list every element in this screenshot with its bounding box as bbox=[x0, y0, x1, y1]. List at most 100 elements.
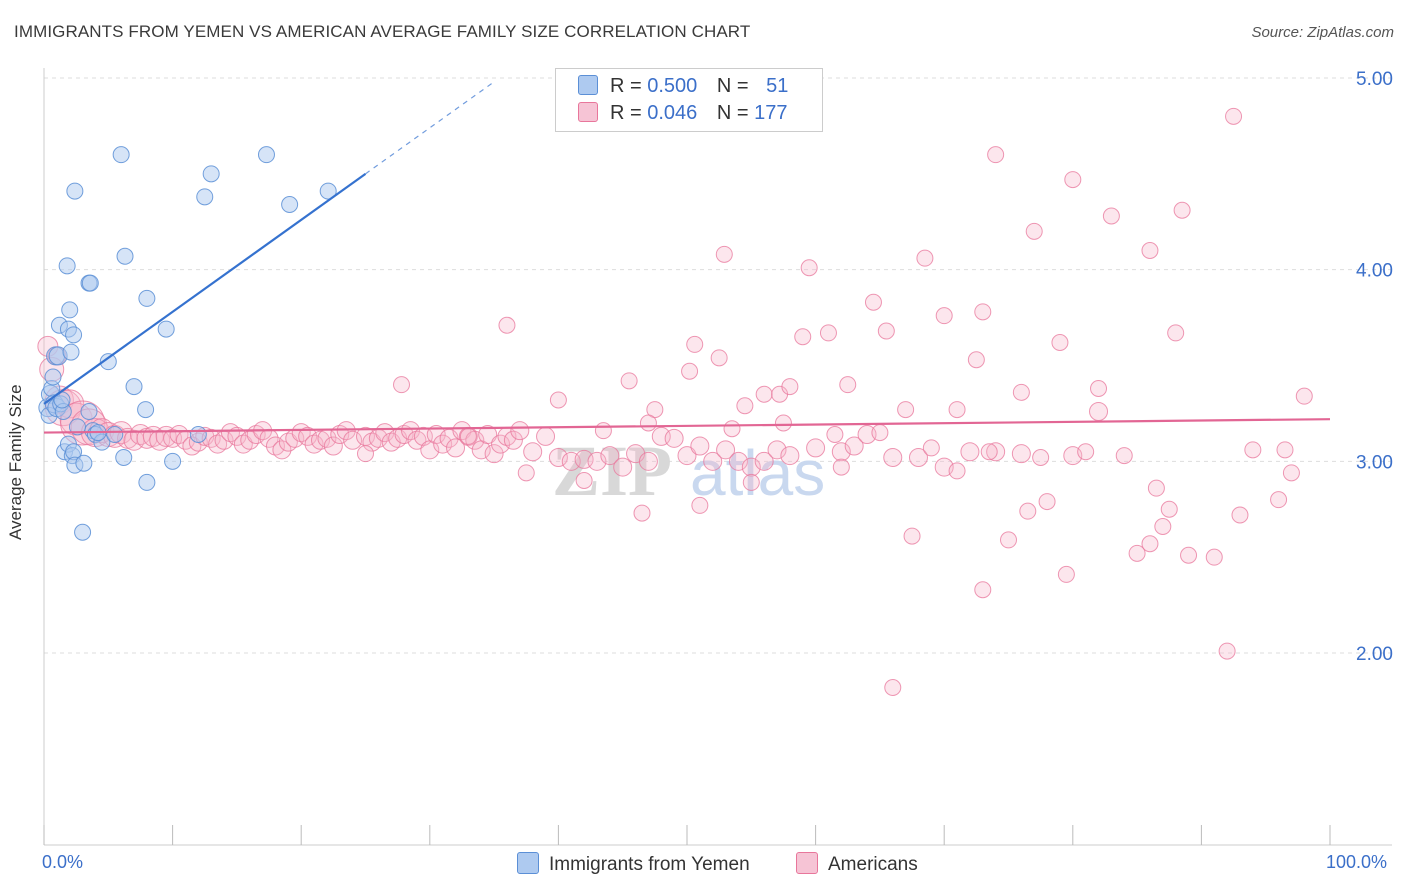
data-point-americans bbox=[967, 351, 985, 369]
data-point-americans bbox=[633, 504, 651, 522]
data-point-americans bbox=[1218, 642, 1236, 660]
data-point-yemen bbox=[281, 196, 299, 213]
y-tick-label: 3.00 bbox=[1356, 452, 1393, 473]
data-point-americans bbox=[980, 443, 998, 461]
data-point-americans bbox=[883, 448, 903, 467]
legend-row-americans: R = 0.046 N = 177 bbox=[578, 102, 788, 126]
data-point-americans bbox=[401, 421, 421, 441]
data-point-americans bbox=[1141, 242, 1159, 259]
data-point-americans bbox=[484, 444, 504, 464]
data-point-yemen bbox=[80, 403, 98, 420]
data-point-americans bbox=[767, 440, 787, 460]
data-point-yemen bbox=[138, 473, 156, 491]
data-point-americans bbox=[336, 421, 356, 441]
data-point-americans bbox=[1115, 447, 1133, 465]
data-point-americans bbox=[754, 451, 774, 471]
data-point-yemen bbox=[58, 257, 76, 275]
data-point-americans bbox=[664, 428, 684, 448]
data-point-yemen bbox=[106, 426, 124, 443]
trend-line-americans bbox=[43, 418, 1331, 434]
data-point-americans bbox=[903, 527, 921, 545]
data-point-americans bbox=[974, 581, 992, 599]
data-point-americans bbox=[549, 391, 567, 409]
data-point-americans bbox=[600, 446, 620, 466]
bottom-legend-americans: Americans bbox=[796, 852, 918, 876]
legend-r-value: 0.500 bbox=[647, 75, 698, 97]
data-point-americans bbox=[1167, 324, 1185, 342]
data-point-americans bbox=[935, 307, 953, 325]
data-point-yemen bbox=[81, 274, 99, 292]
data-point-yemen bbox=[99, 353, 117, 371]
data-point-americans bbox=[503, 430, 523, 450]
data-point-americans bbox=[426, 425, 446, 444]
data-point-yemen bbox=[74, 523, 92, 541]
x-tick-label-min: 0.0% bbox=[42, 852, 84, 872]
data-point-americans bbox=[871, 424, 889, 442]
data-point-americans bbox=[594, 422, 612, 440]
legend: R = 0.500 N = 51 R = 0.046 N = 177 bbox=[555, 68, 823, 132]
data-point-americans bbox=[677, 446, 697, 466]
watermark: ZIP atlas bbox=[552, 431, 825, 511]
data-point-yemen bbox=[319, 182, 337, 200]
data-point-yemen bbox=[112, 146, 130, 164]
data-point-americans bbox=[691, 496, 709, 514]
data-point-americans bbox=[272, 440, 292, 460]
legend-n-value: 51 bbox=[766, 75, 789, 97]
data-point-americans bbox=[819, 324, 837, 342]
source-label: Source: ZipAtlas.com bbox=[1251, 24, 1394, 41]
data-point-americans bbox=[575, 472, 593, 489]
data-point-americans bbox=[446, 438, 466, 458]
data-point-americans bbox=[1282, 464, 1300, 482]
data-point-americans bbox=[323, 436, 343, 456]
data-point-americans bbox=[686, 335, 704, 353]
data-point-americans bbox=[1180, 546, 1198, 564]
data-point-americans bbox=[715, 245, 733, 263]
data-point-americans bbox=[884, 679, 902, 696]
data-point-americans bbox=[1173, 201, 1191, 219]
data-point-yemen bbox=[65, 326, 83, 344]
data-point-americans bbox=[298, 426, 318, 446]
data-point-yemen bbox=[66, 182, 84, 200]
data-point-americans bbox=[728, 451, 748, 471]
data-point-americans bbox=[459, 427, 477, 445]
series-immigrants-from-yemen bbox=[38, 146, 337, 541]
x-tick-label-max: 100.0% bbox=[1326, 852, 1388, 872]
data-point-americans bbox=[1025, 222, 1043, 240]
data-point-americans bbox=[922, 439, 940, 457]
data-point-americans bbox=[806, 438, 826, 458]
data-point-americans bbox=[681, 362, 699, 380]
data-point-americans bbox=[742, 473, 760, 491]
data-point-americans bbox=[736, 397, 754, 415]
data-point-americans bbox=[1057, 565, 1075, 583]
data-point-americans bbox=[864, 293, 882, 311]
data-point-americans bbox=[1244, 441, 1262, 459]
data-point-americans bbox=[498, 316, 516, 334]
data-point-americans bbox=[1102, 207, 1120, 225]
data-point-americans bbox=[1090, 380, 1108, 397]
data-point-americans bbox=[780, 446, 800, 466]
data-point-americans bbox=[227, 426, 247, 446]
data-point-americans bbox=[800, 259, 818, 277]
data-point-americans bbox=[1141, 535, 1159, 553]
chart-title: IMMIGRANTS FROM YEMEN VS AMERICAN AVERAG… bbox=[14, 22, 751, 41]
data-point-yemen bbox=[61, 301, 79, 319]
data-point-yemen bbox=[164, 452, 182, 470]
data-point-americans bbox=[478, 425, 498, 444]
data-point-americans bbox=[491, 434, 511, 454]
data-point-americans bbox=[1295, 387, 1313, 405]
data-point-americans bbox=[690, 436, 710, 456]
data-point-yemen bbox=[75, 454, 93, 472]
data-point-yemen bbox=[157, 320, 175, 338]
data-point-americans bbox=[613, 457, 633, 477]
y-tick-labels: 2.00 3.00 4.00 5.00 bbox=[1356, 69, 1393, 665]
y-tick-label: 4.00 bbox=[1356, 261, 1393, 282]
watermark-zip: ZIP bbox=[552, 431, 672, 511]
bottom-legend-swatch-pink bbox=[796, 852, 818, 874]
data-point-americans bbox=[620, 372, 638, 390]
data-point-yemen bbox=[44, 368, 62, 386]
series-americans bbox=[37, 107, 1313, 696]
data-point-americans bbox=[638, 451, 658, 471]
data-point-americans bbox=[877, 322, 895, 340]
data-point-americans bbox=[587, 451, 607, 471]
